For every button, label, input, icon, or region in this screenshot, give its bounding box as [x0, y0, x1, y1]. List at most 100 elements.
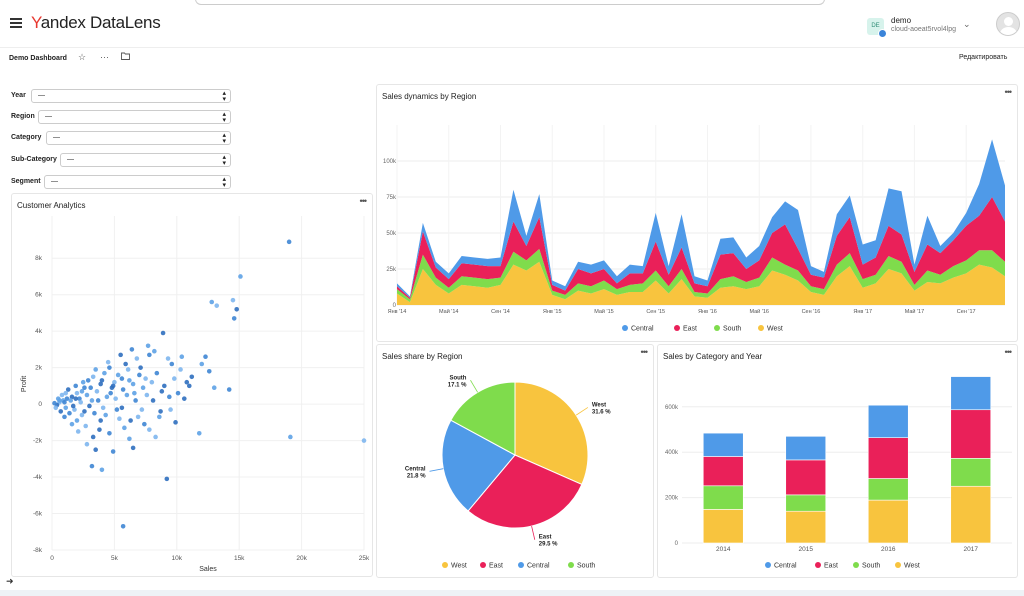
- scatter-point: [98, 418, 103, 423]
- scatter-point: [62, 399, 67, 405]
- x-tick-label: 10k: [172, 555, 183, 562]
- arrow-right-icon[interactable]: ➜: [6, 576, 14, 586]
- scatter-point: [52, 400, 57, 406]
- scatter-point: [123, 361, 128, 367]
- pie-data-label: Central 21.8 %: [405, 466, 426, 479]
- category-select[interactable]: — ▴ ▾: [46, 131, 231, 145]
- bottom-strip: [0, 590, 1024, 596]
- x-tick-label: Май '16: [749, 308, 768, 315]
- y-axis-label: Profit: [21, 376, 28, 392]
- area-series-west: [397, 261, 1005, 305]
- scatter-point: [145, 343, 151, 349]
- x-axis-label: Sales: [199, 566, 217, 573]
- hamburger-icon[interactable]: [10, 18, 22, 30]
- scatter-point: [63, 405, 69, 411]
- scatter-point: [184, 379, 190, 385]
- scatter-point: [128, 418, 133, 423]
- scatter-point: [139, 407, 145, 412]
- scatter-point: [112, 379, 117, 385]
- scatter-point: [100, 405, 106, 411]
- scatter-point: [157, 414, 162, 420]
- top-bar: Yandex DataLens DE demo cloud-aoeat5rvol…: [0, 0, 1024, 48]
- y-tick-label: 75k: [386, 195, 397, 201]
- scatter-point: [127, 436, 132, 442]
- x-tick-label: Янв '16: [698, 309, 717, 315]
- y-tick-label: 2k: [35, 365, 43, 372]
- scatter-point: [179, 354, 185, 360]
- scatter-point: [98, 381, 103, 387]
- scatter-point: [135, 414, 141, 420]
- scatter-point: [115, 372, 121, 378]
- bar-segment-south: [950, 458, 992, 487]
- scatter-point: [119, 405, 125, 411]
- bar-segment-west: [950, 485, 992, 544]
- scatter-chart[interactable]: 0 5k 10k 15k 20k 25k -8k -6k -4k -2k 0 2k 4k 6k 8k Sale…: [12, 194, 372, 576]
- scatter-point: [168, 407, 173, 412]
- sales-by-category-panel: Sales by Category and Year ••• 0 200k 400k…: [657, 344, 1018, 578]
- x-tick-label: 25k: [359, 555, 370, 562]
- x-tick-label: Сен '17: [957, 309, 976, 315]
- scatter-point: [65, 387, 71, 392]
- more-icon[interactable]: •••: [1004, 347, 1013, 357]
- scatter-point: [62, 414, 67, 420]
- scatter-point: [117, 416, 122, 422]
- scatter-point: [74, 390, 80, 396]
- more-icon[interactable]: •••: [359, 196, 368, 206]
- bar-chart[interactable]: 0 200k 400k 600k 2014 2015 2016 2017 Central East…: [658, 345, 1017, 577]
- more-icon[interactable]: •••: [1004, 87, 1013, 97]
- scatter-point: [80, 379, 86, 385]
- scatter-point: [118, 352, 123, 358]
- bar-segment-east: [785, 459, 827, 496]
- scatter-point: [203, 354, 208, 360]
- scatter-point: [160, 330, 166, 336]
- x-tick-label: Янв '17: [853, 309, 872, 315]
- edit-button[interactable]: Редактировать: [959, 54, 1008, 61]
- filter-label: Segment: [11, 178, 41, 185]
- scatter-point: [84, 441, 90, 447]
- app-logo[interactable]: Yandex DataLens: [31, 13, 161, 32]
- scatter-point: [93, 447, 98, 453]
- scatter-point: [87, 403, 92, 409]
- folder-icon[interactable]: [121, 52, 130, 62]
- pie-chart[interactable]: West 31.6 % East 29.5 % Central 21.8 % South 17…: [377, 345, 653, 577]
- scatter-point: [103, 412, 108, 418]
- scatter-point: [84, 392, 90, 398]
- area-series-central: [397, 139, 1005, 298]
- scatter-point: [167, 394, 172, 400]
- legend-label: Central: [774, 563, 797, 570]
- more-icon[interactable]: •••: [640, 347, 649, 357]
- y-tick-label: 25k: [386, 267, 397, 273]
- avatar[interactable]: [996, 12, 1020, 36]
- scatter-point: [102, 370, 107, 376]
- segment-select[interactable]: — ▴ ▾: [44, 175, 231, 189]
- subcategory-select[interactable]: — ▴ ▾: [60, 153, 231, 167]
- chevron-down-icon[interactable]: ⌄: [963, 19, 971, 29]
- scatter-point: [288, 434, 293, 440]
- scatter-point: [127, 378, 132, 383]
- scatter-point: [143, 376, 148, 381]
- y-tick-label: -4k: [33, 474, 43, 481]
- scatter-point: [186, 383, 192, 389]
- region-select[interactable]: — ▴ ▾: [38, 110, 231, 124]
- scatter-point: [129, 347, 135, 352]
- area-series-east: [397, 197, 1005, 300]
- scatter-point: [73, 383, 79, 389]
- more-icon[interactable]: ···: [100, 52, 109, 62]
- scatter-point: [125, 367, 131, 372]
- scatter-point: [64, 396, 70, 401]
- scatter-point: [110, 383, 116, 389]
- x-tick-label: 0: [50, 555, 54, 562]
- year-select[interactable]: — ▴ ▾: [31, 89, 231, 103]
- star-icon[interactable]: ☆: [78, 52, 87, 62]
- scatter-point: [63, 390, 69, 396]
- panel-title: Sales share by Region: [382, 352, 463, 361]
- x-tick-label: 2014: [716, 546, 731, 553]
- scatter-point: [140, 385, 146, 391]
- scatter-point: [75, 429, 81, 434]
- pie-leader-line: [531, 525, 536, 540]
- filter-label: Year: [11, 92, 26, 99]
- area-chart[interactable]: 0 25k 50k 75k 100k Янв '14 Май '14 Сен '14 Янв '…: [377, 85, 1017, 341]
- bar-segment-south: [867, 478, 909, 501]
- legend-marker: [853, 562, 859, 568]
- scatter-point: [209, 299, 215, 305]
